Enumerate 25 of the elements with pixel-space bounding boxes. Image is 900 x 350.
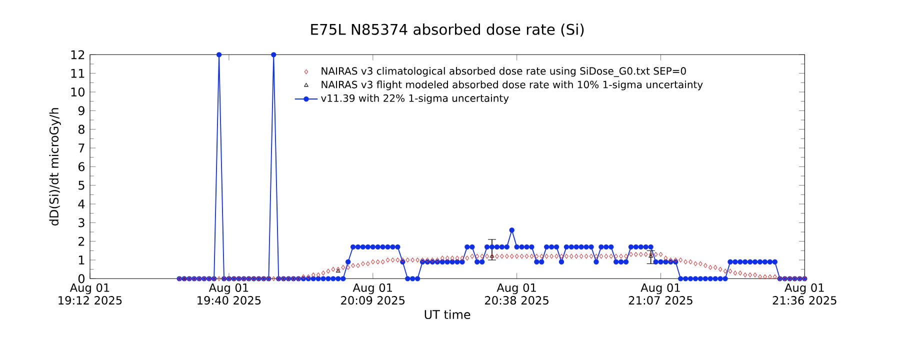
x-tick-label: Aug 01 21:36 2025	[772, 283, 836, 305]
y-tick-label: 6	[78, 162, 85, 172]
y-tick-label: 7	[78, 144, 84, 152]
y-tick-label: 4	[78, 200, 85, 208]
y-tick-label: 11	[71, 68, 84, 78]
y-tick-label: 2	[78, 236, 84, 246]
y-tick-label: 1	[78, 256, 84, 264]
x-tick-label: Aug 01 21:07 2025	[628, 283, 692, 305]
y-tick-label: 12	[71, 50, 84, 60]
y-tick-label: 9	[78, 106, 84, 116]
y-axis-title: dD(Si)/dt microGy/h	[49, 108, 61, 226]
y-tick-label: 5	[78, 180, 84, 190]
y-tick-label: 3	[78, 218, 84, 228]
y-tick-label: 8	[78, 124, 84, 134]
legend-label: v11.39 with 22% 1-sigma uncertainty	[321, 94, 509, 104]
y-tick-label: 10	[71, 87, 84, 97]
legend-label: NAIRAS v3 flight modeled absorbed dose rate with 10% 1-sigma uncertainty	[322, 80, 703, 90]
legend-label: NAIRAS v3 climatological absorbed dose rate using SiDose_G0.txt SEP=0	[322, 66, 686, 77]
y-tick-label: 0	[78, 274, 84, 284]
x-axis-title: UT time	[424, 310, 470, 320]
x-tick-label: Aug 01 19:40 2025	[198, 283, 261, 305]
x-tick-label: Aug 01 20:09 2025	[341, 283, 405, 305]
x-tick-label: Aug 01 20:38 2025	[485, 283, 548, 305]
x-tick-label: Aug 01 19:12 2025	[58, 283, 122, 305]
chart-title: E75L N85374 absorbed dose rate (Si)	[311, 24, 584, 37]
